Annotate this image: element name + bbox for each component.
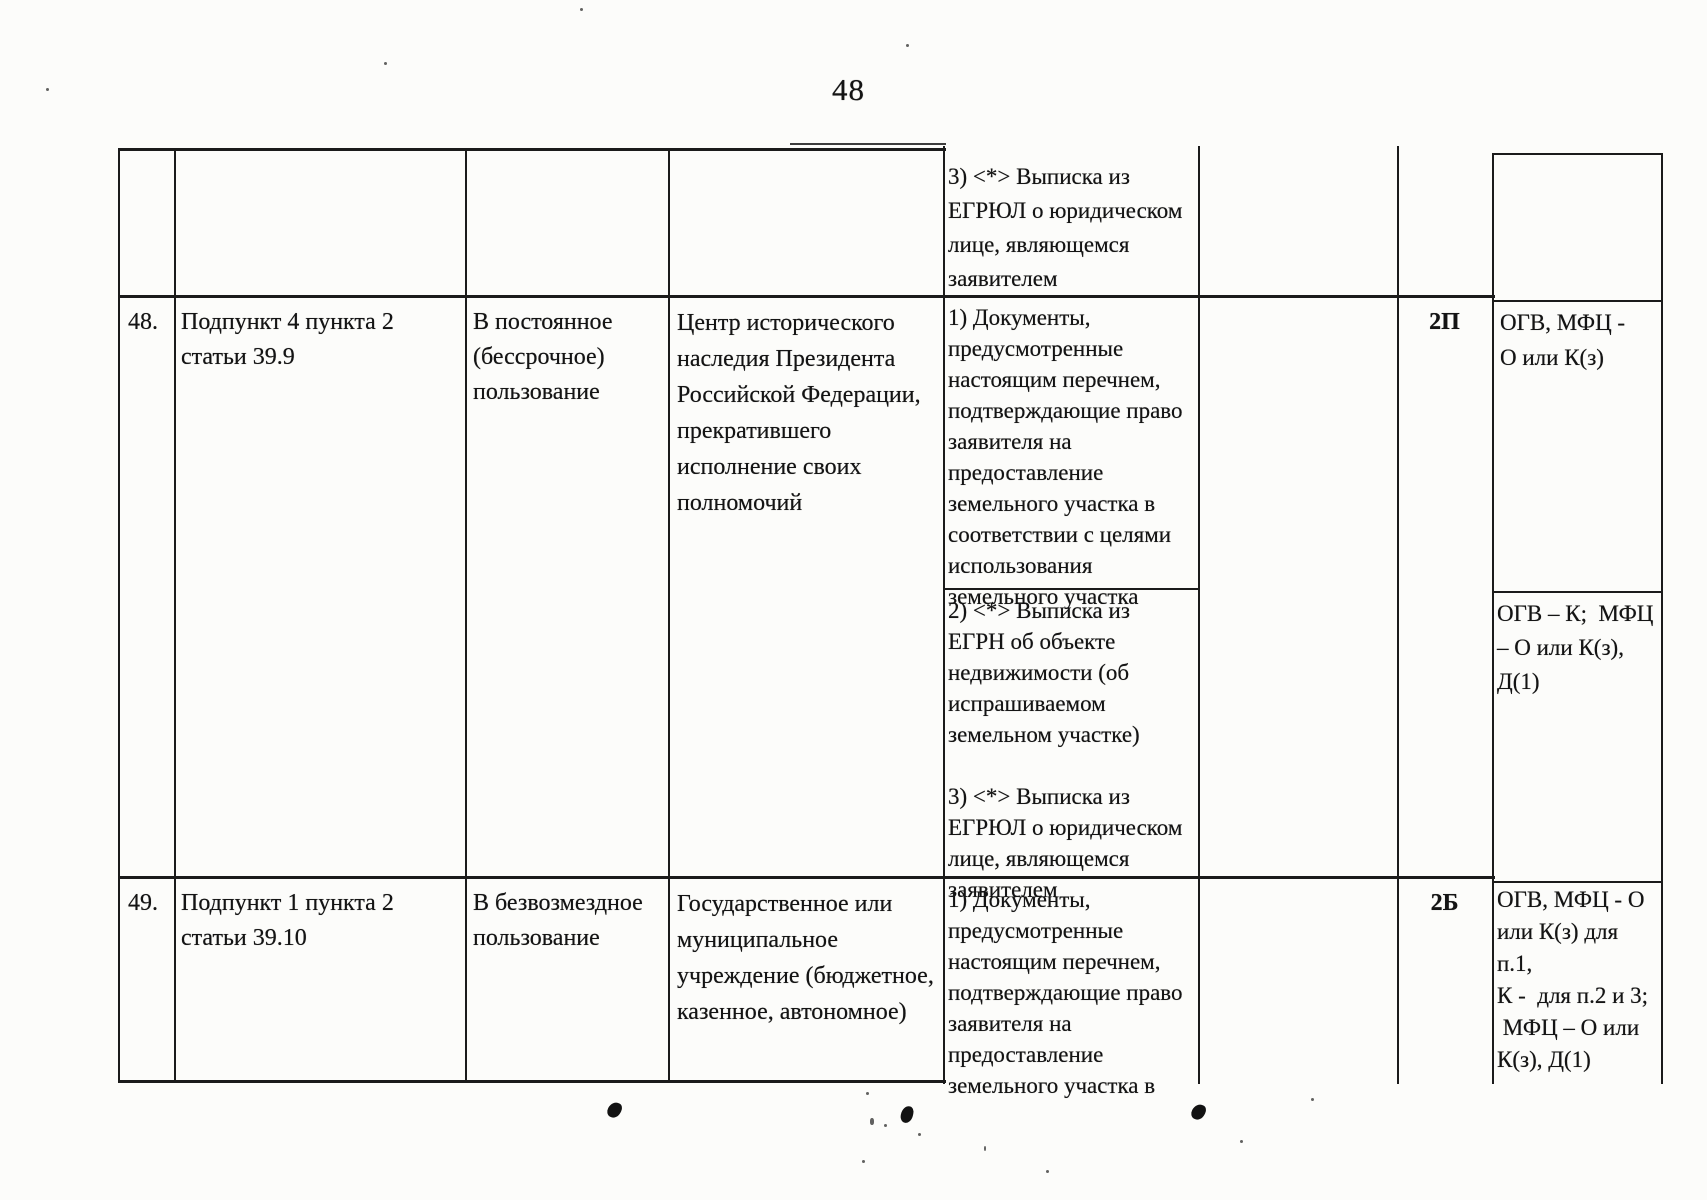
scan-dot bbox=[906, 44, 909, 47]
grid-line-horizontal bbox=[1492, 881, 1663, 883]
scan-speck bbox=[605, 1099, 624, 1121]
cell-notes-1: ОГВ, МФЦ - О или К(з) bbox=[1500, 310, 1626, 370]
cell-row-number: 49. bbox=[128, 890, 158, 916]
cell-code: 2П bbox=[1429, 309, 1460, 335]
scan-dot bbox=[580, 8, 583, 11]
scan-dot bbox=[862, 1160, 865, 1163]
scan-dot bbox=[870, 1118, 874, 1125]
scan-dot bbox=[884, 1124, 887, 1127]
scan-speck bbox=[899, 1104, 915, 1125]
cell-legal-basis: Подпункт 4 пункта 2 статьи 39.9 bbox=[181, 309, 394, 370]
scan-speck bbox=[1189, 1101, 1208, 1123]
cell-notes-1: ОГВ, МФЦ - О или К(з) для п.1, К - для п… bbox=[1497, 887, 1649, 1072]
scan-dot bbox=[918, 1133, 921, 1136]
page-number: 48 bbox=[832, 72, 865, 107]
scan-dot bbox=[984, 1146, 986, 1151]
grid-line-horizontal bbox=[943, 588, 1200, 590]
cell-documents-2: 2) <*> Выписка из ЕГРН об объекте недвиж… bbox=[948, 598, 1183, 902]
grid-line-horizontal bbox=[1492, 153, 1663, 155]
cell-applicant: Центр исторического наследия Президента … bbox=[677, 310, 921, 516]
grid-line-horizontal bbox=[118, 1080, 946, 1083]
grid-line-horizontal bbox=[118, 148, 946, 151]
scan-dot bbox=[1046, 1170, 1049, 1173]
grid-line-vertical bbox=[174, 148, 176, 1082]
cell-use-type: В безвозмездное пользование bbox=[473, 890, 643, 951]
cell-legal-basis: Подпункт 1 пункта 2 статьи 39.10 bbox=[181, 890, 394, 951]
cell-row-number: 48. bbox=[128, 309, 158, 335]
grid-line-horizontal bbox=[1492, 591, 1663, 593]
grid-line-vertical bbox=[465, 148, 467, 1082]
cell-documents-1: 1) Документы, предусмотренные настоящим … bbox=[948, 305, 1183, 609]
grid-line-vertical bbox=[1661, 153, 1663, 1084]
grid-line-vertical bbox=[1492, 153, 1494, 1084]
cell-documents-carryover: 3) <*> Выписка из ЕГРЮЛ о юридическом ли… bbox=[948, 164, 1183, 291]
grid-line-horizontal bbox=[118, 876, 1495, 879]
grid-line-horizontal bbox=[1492, 300, 1663, 302]
scan-dot bbox=[384, 62, 387, 65]
scan-dot bbox=[46, 88, 49, 91]
grid-line-vertical bbox=[1397, 146, 1399, 1084]
cell-code: 2Б bbox=[1430, 890, 1459, 916]
grid-line-horizontal bbox=[118, 295, 1495, 298]
cell-notes-2: ОГВ – К; МФЦ – О или К(з), Д(1) bbox=[1497, 601, 1654, 694]
scan-dot bbox=[866, 1092, 869, 1095]
cell-use-type: В постоянное (бессрочное) пользование bbox=[473, 309, 613, 405]
scan-dot bbox=[1240, 1140, 1243, 1143]
grid-line-vertical bbox=[668, 148, 670, 1082]
grid-line-vertical bbox=[943, 146, 945, 1084]
cell-documents-1: 1) Документы, предусмотренные настоящим … bbox=[948, 887, 1183, 1098]
grid-line-vertical bbox=[1198, 146, 1200, 1084]
grid-line-vertical bbox=[118, 148, 120, 1082]
cell-applicant: Государственное или муниципальное учрежд… bbox=[677, 891, 934, 1025]
scan-line-artifact bbox=[790, 143, 946, 145]
scan-dot bbox=[1311, 1098, 1314, 1101]
